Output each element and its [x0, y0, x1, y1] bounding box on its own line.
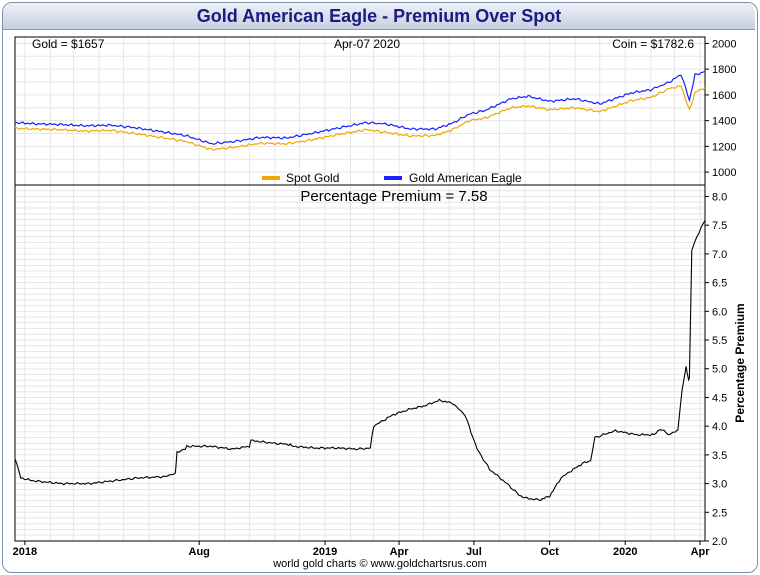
gold-price-label: Gold = $1657 [32, 37, 105, 51]
y-tick-label-top: 1400 [712, 116, 736, 128]
y-tick-label-bottom: 3.0 [712, 479, 727, 491]
axis-layer: 1000 1200 1400 1600 1800 2000 2.0 2.5 3.0 3.5 4.0 4… [13, 38, 737, 558]
y-tick-label-bottom: 8.0 [712, 191, 727, 203]
y-tick-label-bottom: 6.0 [712, 306, 727, 318]
series-line-spot-gold [14, 85, 706, 151]
legend-swatch-eagle [384, 176, 402, 180]
series-line-percentage-premium [14, 220, 706, 502]
footer-credit: world gold charts © www.goldchartsrus.co… [273, 558, 487, 570]
x-tick-label: Jul [466, 546, 482, 558]
grid [15, 37, 705, 542]
y-tick-label-top: 1800 [712, 64, 736, 76]
y-tick-label-bottom: 5.5 [712, 335, 727, 347]
y-tick-label-top: 2000 [712, 38, 736, 50]
legend: Spot Gold Gold American Eagle [262, 171, 522, 185]
y-tick-label-bottom: 2.0 [712, 536, 727, 548]
x-tick-label: Aug [189, 546, 210, 558]
y-tick-label-bottom: 7.0 [712, 249, 727, 261]
y-tick-label-bottom: 3.5 [712, 450, 727, 462]
coin-price-label: Coin = $1782.6 [612, 37, 694, 51]
y-tick-label-bottom: 4.5 [712, 392, 727, 404]
series-line-gold-american-eagle [14, 70, 706, 145]
y-tick-label-bottom: 6.5 [712, 278, 727, 290]
x-tick-label: 2018 [13, 546, 37, 558]
series-layer [14, 70, 706, 502]
y-tick-label-top: 1200 [712, 141, 736, 153]
y-tick-label-bottom: 2.5 [712, 507, 727, 519]
x-tick-label: Apr [691, 546, 711, 558]
y-tick-label-top: 1000 [712, 167, 736, 179]
y-tick-label-bottom: 5.0 [712, 364, 727, 376]
bottom-plot-area [14, 184, 706, 542]
title-bar: Gold American Eagle - Premium Over Spot [3, 3, 755, 30]
legend-swatch-spot [262, 176, 280, 180]
y-tick-label-top: 1600 [712, 90, 736, 102]
date-label: Apr-07 2020 [334, 37, 400, 51]
x-tick-label: 2020 [613, 546, 637, 558]
legend-label-spot: Spot Gold [286, 171, 339, 185]
y-tick-label-bottom: 4.0 [712, 421, 727, 433]
y-tick-label-bottom: 7.5 [712, 220, 727, 232]
x-tick-label: Apr [390, 546, 410, 558]
chart-title: Gold American Eagle - Premium Over Spot [196, 6, 562, 26]
x-tick-label: Oct [540, 546, 559, 558]
legend-label-eagle: Gold American Eagle [409, 171, 522, 185]
x-tick-label: 2019 [313, 546, 337, 558]
y-axis-label: Percentage Premium [733, 303, 747, 422]
premium-value-label: Percentage Premium = 7.58 [300, 188, 487, 205]
